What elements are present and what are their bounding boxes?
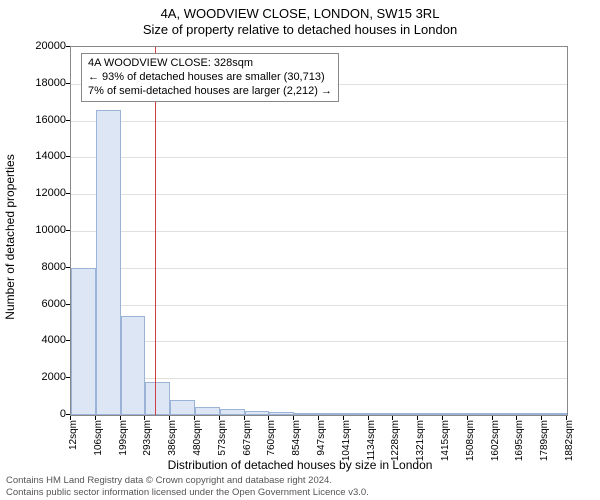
gridline — [71, 121, 567, 122]
histogram-bar — [493, 413, 518, 415]
histogram-bar — [393, 413, 418, 415]
histogram-bar — [96, 110, 121, 415]
x-tick-mark — [368, 416, 369, 420]
x-tick-mark — [343, 416, 344, 420]
chart-container: 4A, WOODVIEW CLOSE, LONDON, SW15 3RL Siz… — [0, 0, 600, 500]
y-tick-mark — [66, 83, 70, 84]
info-line-1: 4A WOODVIEW CLOSE: 328sqm — [88, 57, 332, 71]
x-tick-mark — [293, 416, 294, 420]
x-tick-mark — [70, 416, 71, 420]
plot-area: 4A WOODVIEW CLOSE: 328sqm ← 93% of detac… — [70, 46, 568, 416]
y-tick-label: 16000 — [35, 114, 66, 126]
x-tick-mark — [392, 416, 393, 420]
x-tick-mark — [442, 416, 443, 420]
y-tick-mark — [66, 156, 70, 157]
y-tick-label: 12000 — [35, 187, 66, 199]
x-tick-mark — [194, 416, 195, 420]
histogram-bar — [369, 413, 394, 415]
histogram-bar — [121, 316, 146, 415]
gridline — [71, 194, 567, 195]
chart-title: 4A, WOODVIEW CLOSE, LONDON, SW15 3RL — [0, 0, 600, 21]
x-tick-mark — [492, 416, 493, 420]
gridline — [71, 231, 567, 232]
y-tick-mark — [66, 304, 70, 305]
histogram-bar — [170, 400, 195, 415]
y-tick-label: 4000 — [42, 334, 66, 346]
x-tick-mark — [144, 416, 145, 420]
x-tick-mark — [169, 416, 170, 420]
chart-subtitle: Size of property relative to detached ho… — [0, 21, 600, 37]
y-tick-label: 8000 — [42, 261, 66, 273]
gridline — [71, 305, 567, 306]
x-tick-mark — [516, 416, 517, 420]
x-tick-mark — [268, 416, 269, 420]
x-tick-mark — [244, 416, 245, 420]
y-tick-mark — [66, 46, 70, 47]
info-line-2: ← 93% of detached houses are smaller (30… — [88, 71, 332, 85]
footer-line-1: Contains HM Land Registry data © Crown c… — [6, 475, 369, 486]
gridline — [71, 268, 567, 269]
x-axis-label: Distribution of detached houses by size … — [0, 458, 600, 472]
x-tick-mark — [566, 416, 567, 420]
footer: Contains HM Land Registry data © Crown c… — [6, 475, 369, 498]
y-tick-mark — [66, 377, 70, 378]
gridline — [71, 378, 567, 379]
y-axis-label: Number of detached properties — [3, 154, 17, 319]
histogram-bar — [195, 407, 220, 415]
info-box: 4A WOODVIEW CLOSE: 328sqm ← 93% of detac… — [81, 53, 339, 102]
x-tick-mark — [541, 416, 542, 420]
x-tick-mark — [219, 416, 220, 420]
histogram-bar — [71, 268, 96, 415]
x-tick-mark — [95, 416, 96, 420]
histogram-bar — [542, 413, 567, 415]
y-tick-mark — [66, 340, 70, 341]
histogram-bar — [220, 409, 245, 415]
histogram-bar — [443, 413, 468, 415]
y-tick-label: 20000 — [35, 40, 66, 52]
y-tick-label: 6000 — [42, 298, 66, 310]
footer-line-2: Contains public sector information licen… — [6, 487, 369, 498]
y-tick-label: 14000 — [35, 150, 66, 162]
histogram-bar — [517, 413, 542, 415]
histogram-bar — [145, 382, 170, 415]
histogram-bar — [468, 413, 493, 415]
x-tick-mark — [120, 416, 121, 420]
histogram-bar — [418, 413, 443, 415]
histogram-bar — [319, 413, 344, 415]
histogram-bar — [294, 413, 319, 415]
y-tick-label: 10000 — [35, 224, 66, 236]
y-tick-mark — [66, 120, 70, 121]
x-tick-mark — [417, 416, 418, 420]
y-tick-mark — [66, 230, 70, 231]
info-line-3: 7% of semi-detached houses are larger (2… — [88, 85, 332, 99]
y-tick-mark — [66, 267, 70, 268]
histogram-bar — [344, 413, 369, 415]
y-tick-label: 2000 — [42, 371, 66, 383]
gridline — [71, 157, 567, 158]
y-tick-mark — [66, 414, 70, 415]
y-tick-label: 18000 — [35, 77, 66, 89]
histogram-bar — [269, 412, 294, 415]
y-tick-mark — [66, 193, 70, 194]
x-tick-mark — [467, 416, 468, 420]
x-tick-mark — [318, 416, 319, 420]
histogram-bar — [245, 411, 270, 415]
gridline — [71, 341, 567, 342]
